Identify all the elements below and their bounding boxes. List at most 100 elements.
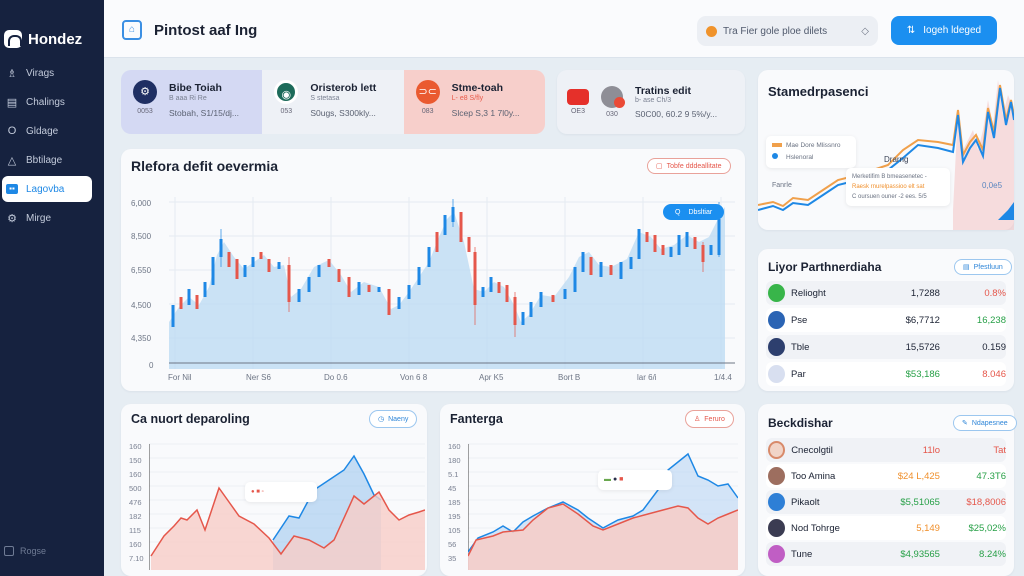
sidebar-item-mirge[interactable]: ⚙ Mirge (2, 205, 92, 231)
y-tick: 182 (129, 512, 142, 521)
circle-icon: O (7, 125, 17, 137)
kpi-code: 0053 (137, 108, 153, 115)
chart-left-action-button[interactable]: ◷ Naeny (369, 410, 418, 428)
row-change: 0.8% (984, 287, 1006, 299)
app-section-icon: ⌂ (122, 20, 142, 40)
page-title-text: Pintost aaf Ing (154, 21, 258, 39)
price-tag-button[interactable]: Q Dbsltiar (663, 204, 725, 220)
y-tick: 5.1 (448, 470, 459, 479)
y-tick: 160 (129, 470, 142, 479)
chart-action-button[interactable]: ▢ Tobfe dddeallitate (647, 158, 731, 174)
search-input[interactable]: Tra Fier gole ploe dilets ◇ (697, 16, 878, 46)
sidebar-item-lagovba[interactable]: ▪▪ Lagovba (2, 176, 92, 202)
table-row[interactable]: Pse $6,7712 16,238 (766, 308, 1006, 332)
table-row[interactable]: Relioght 1,7288 0.8% (766, 281, 1006, 305)
row-name: Tune (790, 548, 813, 560)
table-row[interactable]: Too Amina $24 L,425 47.3T6 (766, 464, 1006, 488)
y-axis-ticks: 160 180 5.1 45 185 195 105 56 35 (448, 440, 461, 566)
table-row[interactable]: Nod Tohrge 5,149 $25,02% (766, 516, 1006, 540)
legend-label: Mae Dore Mlissnro (786, 142, 841, 149)
table-row[interactable]: Par $53,186 8.046 (766, 362, 1006, 386)
sidebar-item-virags[interactable]: ♗ Virags (2, 60, 92, 86)
button-label: Tobfe dddeallitate (666, 162, 722, 170)
row-change: 0.159 (982, 341, 1006, 353)
row-value: 15,5726 (905, 341, 940, 353)
row-name: Nod Tohrge (790, 522, 840, 534)
y-tick: 105 (448, 526, 461, 535)
x-tick: For Nil (168, 373, 192, 382)
tooltip-line: Merketifim B bmeasenetec - (852, 174, 927, 180)
video-icon (567, 89, 589, 105)
chart-legend: Mae Dore Mlissnro Hslenoral (766, 136, 856, 168)
kpi-code: 030 (606, 111, 618, 118)
table-row[interactable]: Tble 15,5726 0.159 (766, 335, 1006, 359)
app-logo[interactable]: Hondez (0, 0, 104, 58)
kpi-sub: L- e8 S/fly (451, 95, 484, 102)
row-name: Pse (790, 314, 808, 326)
partners-action-button[interactable]: ▤ Pfestluun (954, 259, 1012, 275)
kpi-card[interactable]: ⚙ 0053 Bibe Toiah B aaa Ri Re Stobah, S1/15… (121, 70, 263, 134)
doc-icon: ▤ (963, 264, 970, 271)
cta-label: Iogeh ldeged (923, 25, 982, 36)
partner-avatar (768, 338, 785, 356)
card-title: Beckdishar (768, 416, 833, 430)
primary-action-button[interactable]: ⇅ Iogeh ldeged (891, 16, 997, 45)
row-change: Tat (993, 444, 1006, 456)
item-avatar (768, 545, 785, 563)
candlestick-chart (169, 197, 735, 369)
sidebar-footer-label: Rogse (20, 546, 47, 556)
chart-mid-card: Fanterga ♙ Feruro 160 180 5.1 45 185 195 105 56 3… (440, 404, 745, 576)
backlist-action-button[interactable]: ✎ Ndapesnee (953, 415, 1017, 431)
row-change: $18,8006 (966, 496, 1006, 508)
document-icon: ▢ (656, 163, 663, 170)
legend-swatch (772, 153, 778, 159)
kpi-code: 053 (280, 108, 293, 115)
table-row[interactable]: Cnecolgtil 11lo Tat (766, 438, 1006, 462)
kpi-card[interactable]: ⊃⊂ 083 Stme-toah L- e8 S/fly Slcep S,3 1 7l… (403, 70, 545, 134)
table-row[interactable]: Tune $4,93565 8.24% (766, 542, 1006, 566)
x-tick: Ner S6 (246, 373, 271, 382)
y-tick: 35 (448, 554, 457, 563)
row-name: Par (790, 368, 806, 380)
kpi-code: 083 (421, 108, 434, 115)
chart-annotation: Fanrle (772, 182, 792, 189)
status-dot-icon (706, 25, 717, 37)
kpi-value: Stobah, S1/15/dj... (169, 108, 239, 118)
y-tick: 8,500 (131, 232, 152, 241)
sidebar-item-gldage[interactable]: O Gldage (2, 118, 92, 144)
gear-icon: ⚙ (7, 212, 17, 225)
logo-icon (4, 30, 22, 48)
sidebar-footer-item[interactable]: Rogse (4, 546, 46, 556)
button-label: Pfestluun (973, 263, 1003, 271)
sidebar-item-label: Mirge (26, 212, 52, 224)
edit-icon: ✎ (962, 420, 968, 427)
sidebar-item-label: Bbtilage (26, 154, 63, 166)
coin-icon: ◉ (274, 80, 299, 104)
row-value: $53,186 (905, 368, 940, 380)
avatar (601, 86, 625, 108)
kpi-card[interactable]: OE3 030 Tratins edit b- ase Ch/3 S0C00, 60… (557, 70, 745, 134)
row-value: $6,7712 (905, 314, 940, 326)
diamond-icon[interactable]: ◇ (861, 25, 869, 37)
x-tick: Bort B (558, 373, 581, 382)
y-tick: 56 (448, 540, 457, 549)
list-icon: ▤ (6, 96, 18, 109)
partner-avatar (768, 311, 785, 329)
sidebar-item-bbtilage[interactable]: △ Bbtilage (2, 147, 92, 173)
sidebar-item-label: Lagovba (26, 183, 65, 195)
chart-legend: ● ■ ▫ (245, 482, 317, 502)
chart-mid-action-button[interactable]: ♙ Feruro (685, 410, 734, 428)
y-tick: 6,000 (131, 199, 152, 208)
kpi-value: Slcep S,3 1 7l0y... (451, 108, 520, 118)
item-avatar (768, 467, 785, 485)
row-value: 1,7288 (910, 287, 940, 299)
main-chart-card: Rlefora defit oevermia ▢ Tobfe dddeallita… (121, 149, 745, 391)
sidebar-item-chalings[interactable]: ▤ Chalings (2, 89, 92, 115)
kpi-card[interactable]: ◉ 053 Oristerob lett S stetasa S0ugs, S300k… (262, 70, 404, 134)
line-chart-mid (468, 443, 738, 570)
item-avatar (768, 493, 785, 511)
card-title: Ca nuort deparoling (131, 412, 250, 426)
table-row[interactable]: Pikaolt $5,51065 $18,8006 (766, 490, 1006, 514)
row-name: Cnecolgtil (791, 444, 833, 456)
card-title: Fanterga (450, 412, 503, 426)
